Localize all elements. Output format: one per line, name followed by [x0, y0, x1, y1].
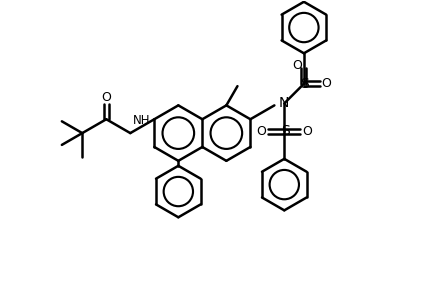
Text: NH: NH	[133, 114, 150, 127]
Text: S: S	[301, 77, 309, 91]
Text: N: N	[279, 96, 290, 110]
Text: S: S	[281, 124, 290, 138]
Text: O: O	[257, 125, 266, 138]
Text: O: O	[322, 77, 332, 90]
Text: O: O	[302, 125, 312, 138]
Text: O: O	[292, 59, 302, 73]
Text: O: O	[101, 90, 111, 104]
